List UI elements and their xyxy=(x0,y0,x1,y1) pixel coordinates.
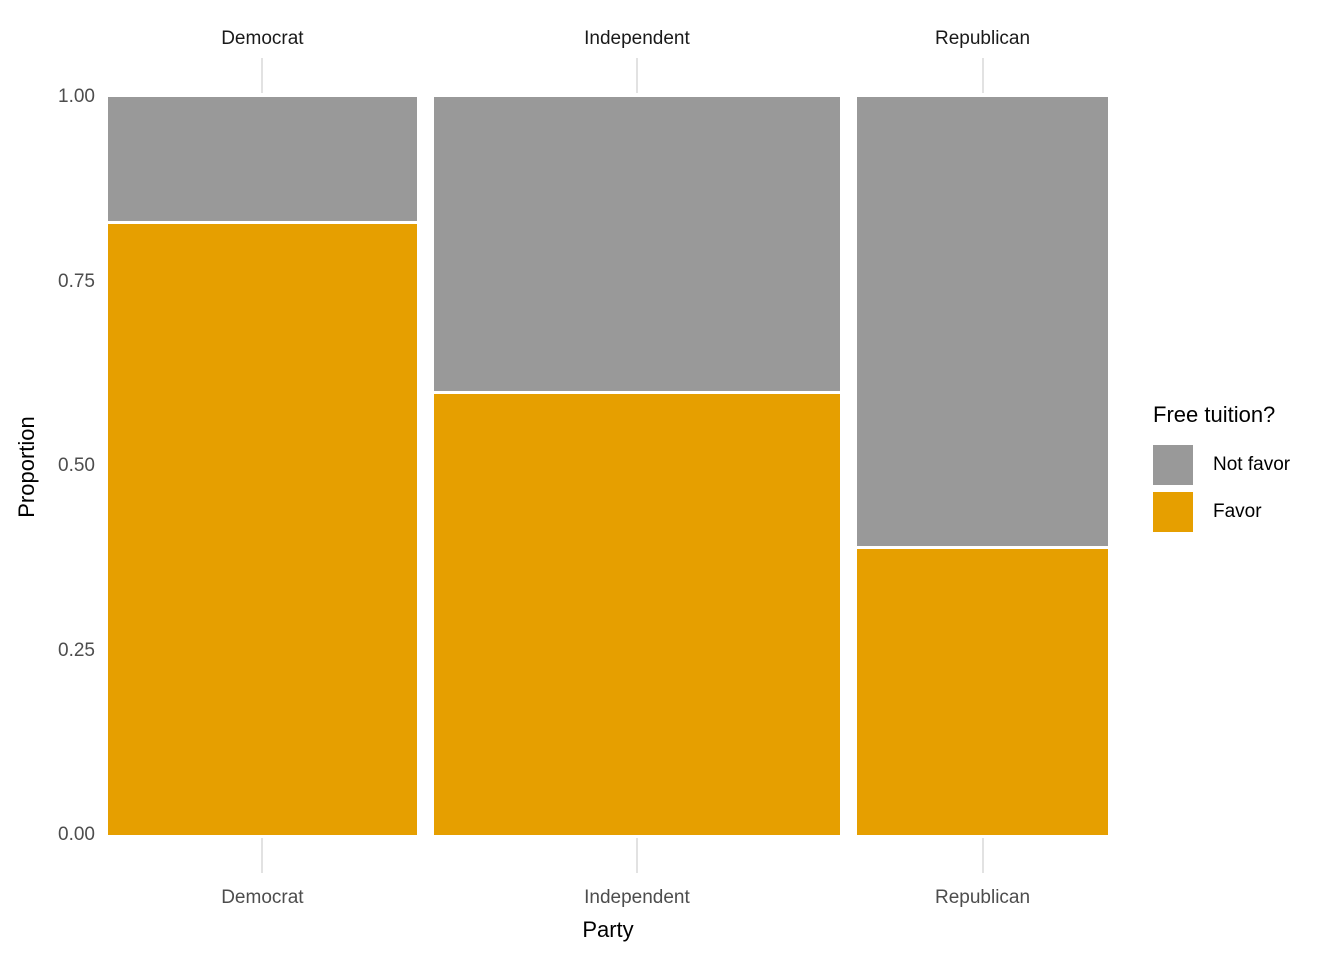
legend-label: Not favor xyxy=(1213,454,1291,475)
x-axis-title: Party xyxy=(582,917,634,942)
bottom-axis-tick xyxy=(261,838,264,873)
bottom-axis-label: Independent xyxy=(584,887,690,908)
y-tick-label: 0.50 xyxy=(58,455,95,476)
legend-title: Free tuition? xyxy=(1153,402,1276,427)
segment-favor xyxy=(434,393,840,835)
top-axis-tick xyxy=(261,58,264,93)
bottom-axis-tick xyxy=(981,838,984,873)
legend-swatch-not-favor xyxy=(1153,445,1193,485)
top-axis-label: Democrat xyxy=(221,28,304,49)
plot-area xyxy=(108,97,1108,835)
bottom-axis-label: Republican xyxy=(935,887,1031,908)
y-tick-label: 0.25 xyxy=(58,639,95,661)
legend-swatch-favor xyxy=(1153,492,1193,532)
segment-not-favor xyxy=(434,97,840,391)
bar-republican xyxy=(857,97,1108,835)
legend-entry: Not favor xyxy=(1153,445,1343,485)
bottom-axis-label: Democrat xyxy=(221,887,304,908)
top-axis-tick xyxy=(981,58,984,93)
bar-democrat xyxy=(108,97,417,835)
legend-label: Favor xyxy=(1213,501,1262,522)
legend-entries: Not favor Favor xyxy=(1153,445,1343,532)
top-axis-label: Independent xyxy=(584,28,690,49)
y-tick-label: 0.00 xyxy=(58,824,95,845)
segment-not-favor xyxy=(108,97,417,221)
bottom-axis-tick xyxy=(635,838,638,873)
legend-entry: Favor xyxy=(1153,492,1343,532)
top-axis-tick xyxy=(635,58,638,93)
bar-independent xyxy=(434,97,840,835)
segment-favor xyxy=(857,548,1108,835)
legend: Free tuition? Not favor Favor xyxy=(1153,403,1343,539)
y-tick-label: 1.00 xyxy=(58,86,95,107)
top-axis-label: Republican xyxy=(935,28,1031,49)
segment-favor xyxy=(108,223,417,835)
segment-not-favor xyxy=(857,97,1108,546)
y-tick-label: 0.75 xyxy=(58,270,95,292)
